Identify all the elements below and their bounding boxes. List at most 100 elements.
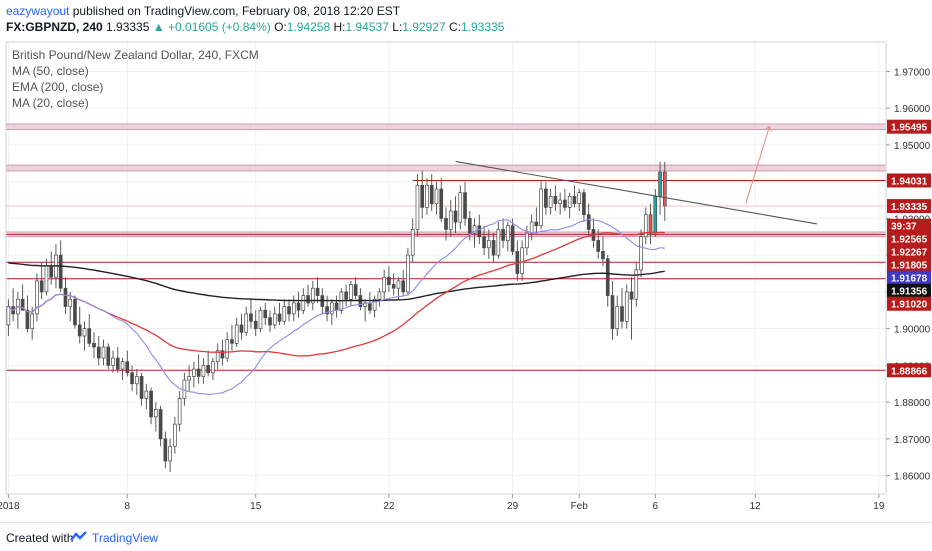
candle-body [73, 298, 77, 326]
price-badge: 1.88866 [887, 363, 931, 378]
publish-line: eazywayout published on TradingView.com,… [6, 4, 400, 18]
candle-body [330, 302, 334, 315]
price-chart[interactable]: 1.860001.870001.880001.890001.900001.910… [0, 36, 932, 522]
candle-body [539, 188, 543, 227]
price-badge: 1.91020 [887, 296, 931, 311]
price-badge-bg [887, 244, 931, 259]
candle-body [272, 313, 277, 326]
candle-body [115, 357, 120, 370]
candle-body [287, 306, 291, 315]
candles [6, 161, 667, 472]
candle-body [544, 188, 548, 208]
candle-body [196, 368, 201, 377]
tradingview-brand[interactable]: TradingView [92, 531, 159, 545]
candle-body [496, 229, 501, 256]
candle-body [615, 306, 620, 329]
candle-body [234, 324, 239, 344]
candle-body [201, 365, 206, 377]
candle-body [334, 302, 339, 311]
candle-body [486, 240, 491, 249]
candle-body [620, 306, 624, 322]
low-label: L: [392, 20, 403, 34]
candle-body [415, 184, 420, 230]
candle-body [353, 284, 358, 296]
last-price: 1.93335 [106, 20, 150, 34]
candle-body [510, 225, 515, 252]
price-badge-label: 1.91678 [891, 274, 928, 285]
candle-body [49, 265, 54, 278]
x-tick-label: 12 [750, 501, 762, 512]
price-badge-label: 1.91020 [891, 300, 928, 311]
candle-body [263, 309, 268, 318]
y-tick-label: 1.95000 [894, 141, 931, 152]
candle-body [253, 320, 258, 329]
candle-body [453, 210, 458, 223]
x-tick-label: 2018 [0, 501, 20, 512]
y-tick-label: 1.88000 [894, 398, 931, 409]
candle-body [230, 339, 234, 344]
candle-body [639, 236, 643, 271]
candle-body [158, 409, 163, 440]
created-with-label: Created with [6, 531, 74, 545]
price-badge-label: 1.93335 [891, 202, 928, 213]
candle-body [20, 298, 25, 311]
x-tick-label: 19 [873, 501, 885, 512]
candle-body [206, 365, 210, 374]
price-badge-bg [887, 270, 931, 285]
candle-body [558, 199, 562, 205]
author-link[interactable]: eazywayout [6, 4, 70, 18]
candle-body [220, 350, 225, 359]
price-badge: 1.91356 [887, 283, 931, 298]
candle-body [458, 192, 463, 223]
header: eazywayout published on TradingView.com,… [0, 0, 932, 36]
candle-body [662, 171, 667, 207]
ma50-line [7, 231, 665, 357]
price-badge-bg [887, 119, 931, 134]
candle-body [425, 184, 429, 208]
candle-body [482, 236, 486, 249]
price-badge: 1.92267 [887, 244, 931, 259]
price-badge-bg [887, 283, 931, 298]
candle-body [144, 390, 149, 399]
candle-body [387, 276, 391, 285]
candle-body [467, 218, 472, 234]
price-badge: 1.92565 [887, 231, 931, 246]
candle-body [648, 214, 653, 234]
price-badge-label: 1.88866 [891, 366, 928, 377]
candle-body [401, 280, 406, 293]
price-badge-bg [887, 218, 931, 233]
y-tick-label: 1.87000 [894, 435, 931, 446]
price-badge-label: 1.95495 [891, 123, 928, 134]
change-value: +0.01605 (+0.84%) [168, 20, 271, 34]
x-tick-label: 8 [125, 501, 131, 512]
candle-body [629, 291, 634, 300]
candle-body [149, 390, 153, 418]
price-badge-bg [887, 199, 931, 214]
axes: 1.860001.870001.880001.890001.900001.910… [0, 41, 931, 512]
y-tick-label: 1.90000 [894, 325, 931, 336]
candle-body [211, 361, 215, 374]
candle-body [177, 398, 182, 425]
candle-body [192, 368, 196, 377]
price-badge: 1.93335 [887, 199, 931, 214]
candle-body [596, 240, 601, 252]
legend-ema200[interactable]: EMA (200, close) [12, 80, 104, 94]
price-badge-label: 1.94031 [891, 177, 928, 188]
candle-body [520, 247, 524, 274]
legend-ma50[interactable]: MA (50, close) [12, 64, 89, 78]
quote-line: FX:GBPNZD, 240 1.93335 ▲ +0.01605 (+0.84… [6, 20, 504, 34]
candle-body [529, 221, 534, 234]
legend-ma20[interactable]: MA (20, close) [12, 96, 89, 110]
x-tick-label: 15 [250, 501, 262, 512]
zone [5, 123, 887, 130]
candle-body [291, 302, 296, 315]
candle-body [130, 372, 134, 385]
candle-body [634, 269, 639, 300]
close-label: C: [448, 20, 461, 34]
candle-body [325, 306, 329, 315]
candle-body [420, 184, 425, 208]
candle-body [586, 214, 591, 230]
candle-body [658, 171, 662, 197]
candle-body [96, 346, 101, 359]
candle-body [168, 445, 172, 462]
